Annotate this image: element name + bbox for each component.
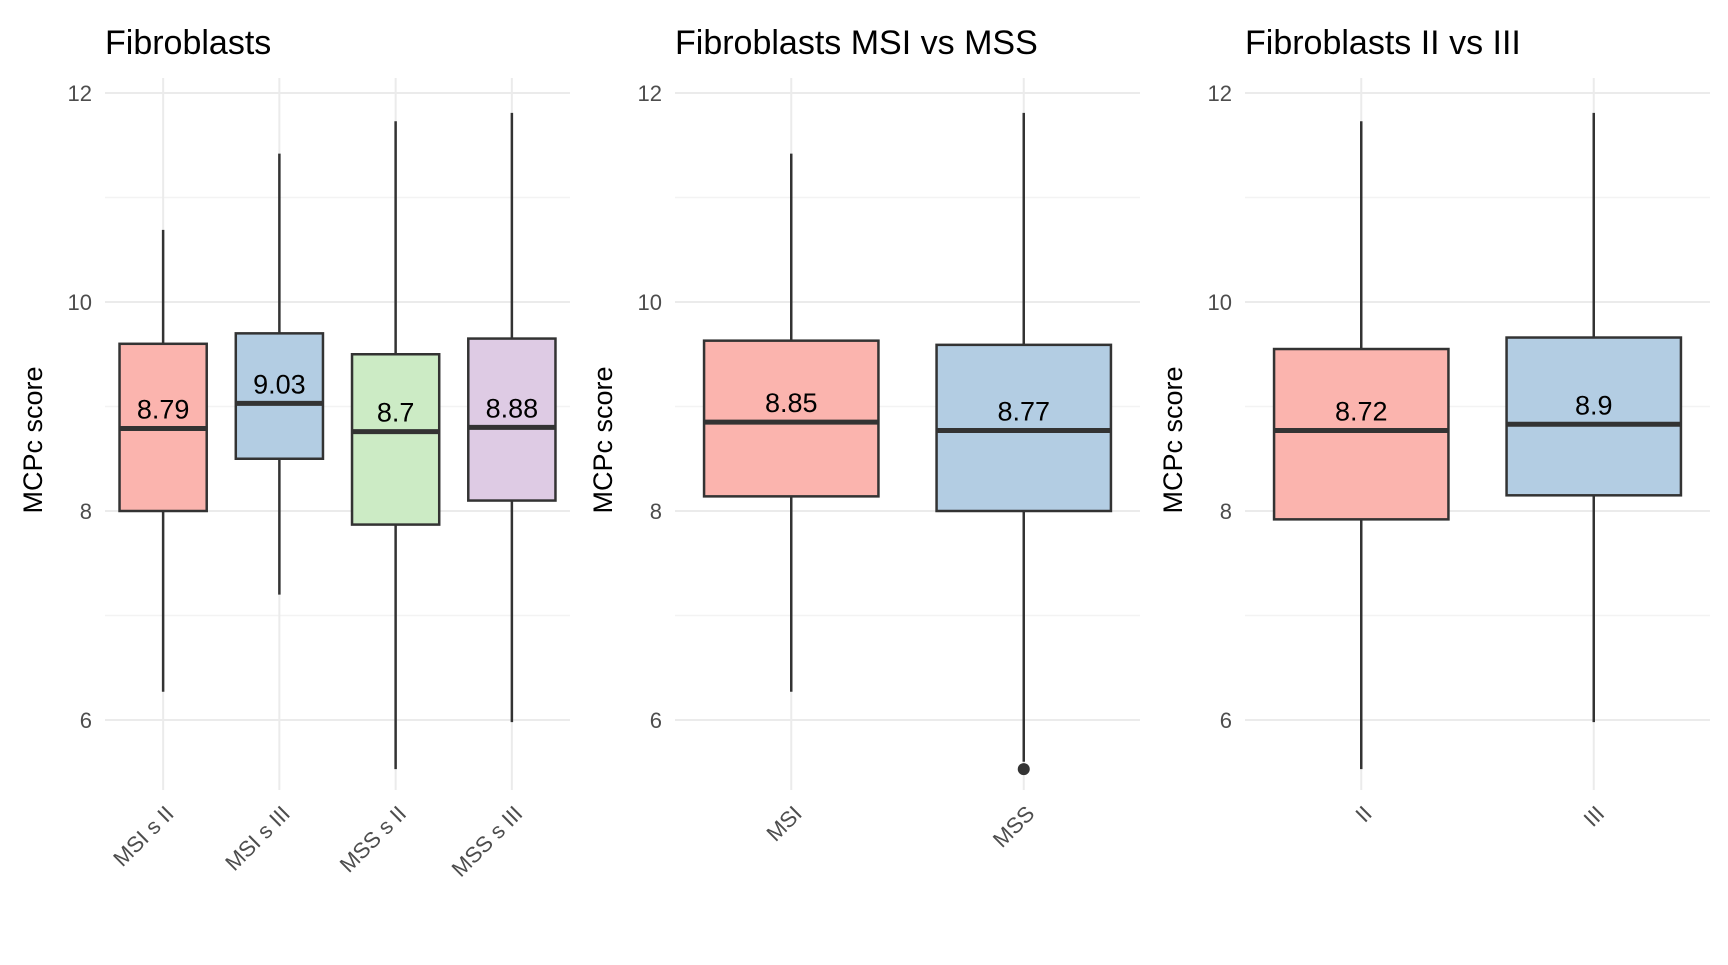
median-value-label: 8.72 — [1335, 397, 1388, 427]
y-tick-label: 10 — [1208, 290, 1232, 315]
box-ii — [1272, 347, 1450, 521]
median-value-label: 8.88 — [486, 393, 539, 423]
y-tick-label: 12 — [638, 81, 662, 106]
box-mss — [935, 343, 1113, 513]
box-msi — [702, 339, 880, 498]
y-tick-label: 12 — [1208, 81, 1232, 106]
y-tick-label: 6 — [1220, 708, 1232, 733]
panel-1: Fibroblasts MCPc score 6 8 10 12 MSI s II MSI s… — [18, 24, 570, 882]
y-axis-label: MCPc score — [18, 366, 48, 513]
x-tick-label: MSS s II — [335, 801, 411, 877]
y-tick-label: 6 — [80, 708, 92, 733]
outlier-point — [1017, 763, 1030, 776]
y-tick-label: 10 — [638, 290, 662, 315]
x-tick-label: MSI — [761, 801, 806, 846]
y-tick-label: 10 — [68, 290, 92, 315]
x-tick-label: MSI s III — [220, 801, 295, 876]
x-tick-label: MSI s II — [108, 801, 178, 871]
y-tick-label: 6 — [650, 708, 662, 733]
median-value-label: 8.85 — [765, 388, 818, 418]
x-tick-label: MSS — [988, 801, 1039, 852]
box-msi-s-iii — [234, 332, 325, 461]
y-tick-label: 12 — [68, 81, 92, 106]
box-mss-s-ii — [350, 353, 441, 526]
chart-title: Fibroblasts II vs III — [1245, 24, 1521, 62]
x-tick-label: II — [1350, 801, 1376, 827]
chart-title: Fibroblasts MSI vs MSS — [675, 24, 1038, 62]
median-value-label: 8.77 — [997, 397, 1050, 427]
x-tick-label: III — [1579, 801, 1610, 832]
median-value-label: 8.9 — [1575, 390, 1613, 420]
x-tick-label: MSS s III — [447, 801, 528, 882]
y-tick-label: 8 — [80, 499, 92, 524]
y-axis-label: MCPc score — [1158, 366, 1188, 513]
median-value-label: 9.03 — [253, 369, 306, 399]
panel-2: Fibroblasts MSI vs MSS MCPc score 6 8 10 12 MS… — [588, 24, 1140, 852]
y-tick-label: 8 — [1220, 499, 1232, 524]
median-value-label: 8.79 — [137, 394, 190, 424]
box-iii — [1505, 336, 1683, 497]
box-mss-s-iii — [467, 337, 557, 502]
chart-title: Fibroblasts — [105, 24, 271, 62]
y-tick-label: 8 — [650, 499, 662, 524]
y-axis-label: MCPc score — [588, 366, 618, 513]
median-value-label: 8.7 — [377, 398, 415, 428]
